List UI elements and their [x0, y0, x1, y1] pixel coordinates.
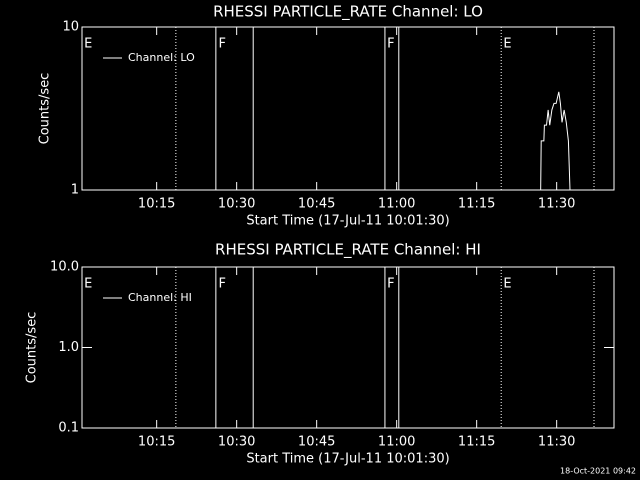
legend-label: Channel: HI [128, 291, 192, 304]
x-tick-label: 11:30 [538, 435, 575, 450]
x-tick-label: 10:30 [218, 197, 255, 212]
x-tick-label: 11:15 [458, 435, 495, 450]
event-label: F [387, 277, 394, 292]
y-axis-label: Counts/sec [38, 73, 53, 145]
timestamp: 18-Oct-2021 09:42 [560, 467, 636, 476]
chart-title: RHESSI PARTICLE_RATE Channel: HI [215, 241, 481, 260]
x-axis-label: Start Time (17-Jul-11 10:01:30) [246, 452, 449, 467]
y-tick-label: 0.1 [58, 421, 79, 436]
chart-title: RHESSI PARTICLE_RATE Channel: LO [213, 3, 483, 22]
event-label: E [84, 277, 92, 292]
x-axis-label: Start Time (17-Jul-11 10:01:30) [246, 214, 449, 229]
event-label: E [503, 37, 511, 52]
x-tick-label: 11:30 [538, 197, 575, 212]
data-line [540, 91, 571, 191]
x-tick-label: 11:00 [378, 435, 415, 450]
y-tick-label: 1.0 [58, 340, 79, 355]
y-axis-label: Counts/sec [25, 312, 40, 384]
x-tick-label: 11:00 [378, 197, 415, 212]
y-tick-label: 1 [71, 183, 79, 198]
x-tick-label: 11:15 [458, 197, 495, 212]
y-tick-label: 10.0 [50, 260, 79, 275]
event-label: F [219, 37, 226, 52]
event-label: F [387, 37, 394, 52]
event-label: E [84, 37, 92, 52]
event-label: E [503, 277, 511, 292]
x-tick-label: 10:15 [138, 435, 175, 450]
event-label: F [219, 277, 226, 292]
x-tick-label: 10:45 [298, 197, 335, 212]
plot-frame [81, 26, 615, 191]
x-tick-label: 10:15 [138, 197, 175, 212]
y-tick-label: 10 [62, 20, 79, 35]
x-tick-label: 10:45 [298, 435, 335, 450]
legend-label: Channel: LO [128, 51, 195, 64]
x-tick-label: 10:30 [218, 435, 255, 450]
